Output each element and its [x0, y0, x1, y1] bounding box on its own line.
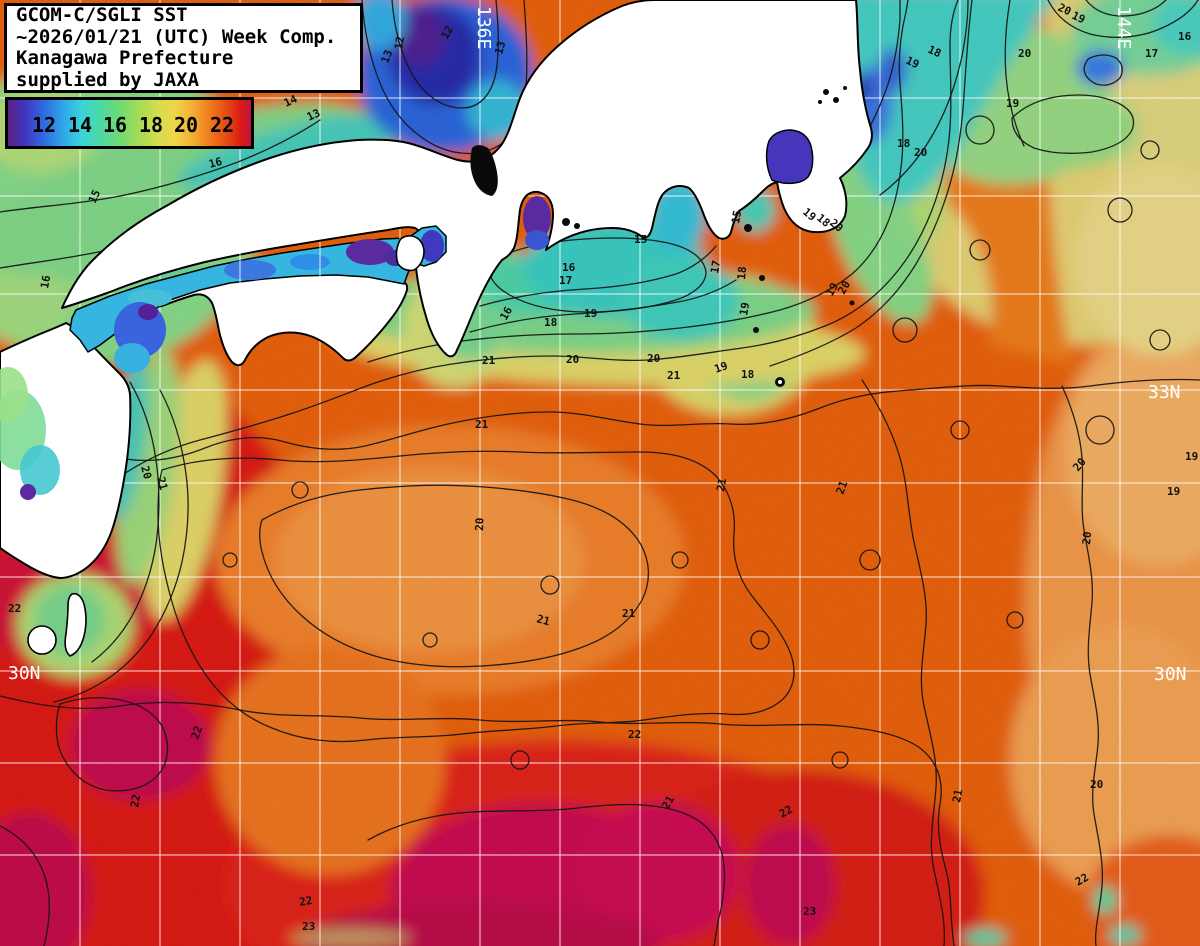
- contour-label: 20: [473, 517, 486, 531]
- contour-label: 22: [628, 728, 641, 741]
- contour-label: 20: [835, 279, 853, 297]
- contour-label: 22: [1073, 871, 1091, 889]
- contour-label: 18: [741, 368, 754, 381]
- bays: [523, 129, 814, 250]
- contour-label: 23: [302, 920, 315, 933]
- contour-label: 16: [38, 274, 53, 290]
- contour-label: 18: [897, 137, 910, 150]
- product-credit: supplied by JAXA: [16, 68, 200, 91]
- contour-label: 21: [482, 354, 496, 367]
- graticule-label: 30N: [8, 663, 41, 684]
- contour-label: 20: [1018, 47, 1031, 60]
- ise-bay: [523, 196, 551, 240]
- contour-label: 21: [667, 369, 681, 382]
- island-yakushima: [27, 625, 57, 655]
- contour-label: 20: [914, 146, 927, 159]
- product-title: GCOM-C/SGLI SST: [16, 4, 188, 26]
- contour-label: 22: [8, 602, 21, 615]
- colorbar-tick: 14: [67, 113, 93, 137]
- contour-label: 18: [926, 43, 944, 60]
- contour-label: 13: [305, 106, 323, 123]
- contour-label: 21: [622, 607, 636, 620]
- landmass-group: [0, 0, 873, 579]
- contour-label: 20: [138, 464, 154, 480]
- contour-label: 21: [950, 788, 965, 804]
- contour-label: 19: [1070, 9, 1088, 26]
- contour-islets: [222, 115, 1171, 770]
- contour-label: 19: [1006, 97, 1019, 110]
- contour-label: 19: [584, 307, 597, 320]
- contour-label: 18: [544, 316, 557, 329]
- contour-label: 19: [823, 281, 841, 299]
- colorbar-tick: 18: [138, 113, 164, 137]
- contour-label: 13: [379, 48, 396, 65]
- contour-label: 21: [714, 477, 729, 493]
- product-region: Kanagawa Prefecture: [16, 47, 234, 69]
- contour-label: 22: [128, 793, 143, 808]
- contour-label: 21: [535, 612, 552, 628]
- landmass-honshu: [61, 0, 873, 358]
- graticule-label: 30N: [1154, 664, 1187, 685]
- islands: [27, 86, 855, 657]
- contour-label: 19: [713, 359, 730, 376]
- contour-label: 12: [438, 24, 456, 42]
- contour-label: 17: [708, 259, 723, 274]
- contour-label: 17: [559, 274, 572, 287]
- info-box: GCOM-C/SGLI SST ~2026/01/21 (UTC) Week C…: [4, 3, 363, 93]
- colorbar-tick: 20: [173, 113, 199, 137]
- contour-label: 23: [803, 905, 816, 918]
- island-awaji: [395, 235, 425, 272]
- contour-label: 19: [904, 54, 922, 71]
- landmass-kyushu: [0, 322, 132, 579]
- contour-label: 22: [777, 803, 795, 821]
- contour-label: 21: [154, 475, 170, 492]
- contour-label: 14: [282, 92, 300, 110]
- contour-label: 20: [1080, 531, 1094, 545]
- contour-label: 13: [492, 40, 508, 56]
- contour-label: 21: [659, 793, 677, 811]
- contour-label: 20: [1090, 778, 1103, 791]
- contour-label: 21: [475, 418, 489, 431]
- contour-label: 19: [1167, 485, 1180, 498]
- contour-label: 15: [86, 188, 103, 206]
- product-date: ~2026/01/21 (UTC) Week Comp.: [16, 25, 337, 48]
- contour-label: 20: [566, 353, 579, 366]
- graticule-labels: 33N 30N 30N 136E 144E: [8, 6, 1187, 685]
- contour-label: 12: [392, 35, 407, 50]
- tokyo-bay: [765, 129, 814, 185]
- sst-colorbar: 12 14 16 18 20 22: [5, 97, 254, 149]
- contour-label: 16: [562, 261, 576, 274]
- contour-label: 19: [737, 301, 752, 316]
- contour-label: 20: [647, 352, 660, 365]
- colorbar-tick: 16: [102, 113, 128, 137]
- contour-label: 22: [189, 724, 206, 741]
- island-tanegashima: [64, 592, 87, 657]
- colorbar-tick: 12: [31, 113, 57, 137]
- lake-biwa: [470, 145, 498, 196]
- contour-label: 16: [1178, 30, 1192, 43]
- graticule-label: 144E: [1113, 6, 1134, 49]
- colorbar-ticks: 12 14 16 18 20 22: [8, 100, 251, 146]
- graticule-label: 33N: [1148, 382, 1181, 403]
- contour-label: 15: [729, 209, 744, 224]
- contour-label: 16: [207, 155, 224, 171]
- contour-label: 15: [634, 233, 647, 246]
- contour-label: 20: [1056, 1, 1074, 18]
- contour-label: 18: [735, 266, 749, 280]
- contour-label: 17: [1145, 47, 1158, 60]
- contour-label: 22: [298, 894, 313, 909]
- contour-label: 16: [497, 304, 515, 322]
- colorbar-tick: 22: [209, 113, 235, 137]
- contour-label: 19: [1185, 450, 1198, 463]
- graticule-label: 136E: [473, 6, 494, 49]
- contour-label: 21: [834, 479, 851, 496]
